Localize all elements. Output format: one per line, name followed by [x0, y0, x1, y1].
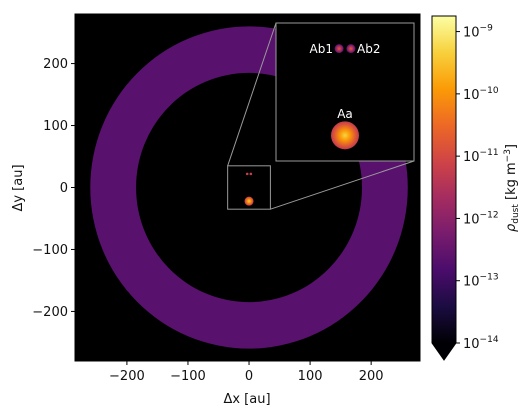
x-axis-label: Δx [au] [223, 392, 270, 407]
colorbar-gradient [432, 16, 456, 343]
star-aa-main [244, 196, 254, 206]
x-tick-label: 0 [245, 369, 253, 384]
x-tick-label: 200 [359, 369, 384, 384]
y-tick-label: 200 [43, 57, 68, 72]
y-tick-label: 100 [43, 119, 68, 134]
y-tick-label: −200 [32, 305, 68, 320]
y-tick-label: −100 [32, 243, 68, 258]
y-axis-ticks: −200 −100 0 100 200 [32, 57, 75, 320]
colorbar-tick-label: 10−12 [463, 210, 499, 227]
zoom-connector-upper [227, 22, 277, 166]
colorbar: 10−14 10−13 10−12 10−11 10−10 10−9 ρdust [kg … [431, 15, 521, 361]
zoom-connector-lower [270, 160, 415, 210]
colorbar-label-symbol: ρ [504, 223, 519, 232]
x-tick-label: 100 [298, 369, 323, 384]
inset-frame [275, 22, 415, 162]
y-axis-label: Δy [au] [11, 164, 26, 211]
star-ab1-main [245, 172, 249, 176]
zoom-region-box [227, 165, 271, 210]
inset-label-ab2: Ab2 [357, 42, 380, 56]
colorbar-tick-label: 10−11 [463, 148, 499, 165]
colorbar-extend-min [432, 343, 456, 360]
x-tick-label: −100 [170, 369, 206, 384]
colorbar-tick-label: 10−9 [463, 24, 493, 41]
colorbar-label-unit: [kg m [504, 162, 519, 204]
y-tick-label: 0 [60, 181, 68, 196]
colorbar-ticks: 10−14 10−13 10−12 10−11 10−10 10−9 [456, 24, 499, 352]
star-ab2-main [249, 172, 253, 176]
colorbar-label: ρdust [kg m−3] [503, 144, 521, 232]
colorbar-label-unit-end: ] [504, 144, 519, 149]
inset-label-aa: Aa [337, 107, 353, 121]
colorbar-frame [431, 15, 457, 361]
inset-panel: Ab1 Ab2 Aa [275, 22, 415, 162]
colorbar-label-unit-exponent: −3 [503, 149, 513, 162]
star-ab1-inset [334, 44, 344, 54]
star-aa-inset [331, 121, 359, 150]
inset-label-ab1: Ab1 [310, 42, 333, 56]
colorbar-tick-label: 10−14 [463, 335, 499, 352]
star-ab2-inset [346, 44, 356, 54]
x-tick-label: −200 [109, 369, 145, 384]
colorbar-label-subscript: dust [511, 204, 521, 224]
colorbar-tick-label: 10−13 [463, 273, 499, 290]
colorbar-tick-label: 10−10 [463, 86, 499, 103]
x-axis-ticks: −200 −100 0 100 200 [109, 361, 384, 384]
